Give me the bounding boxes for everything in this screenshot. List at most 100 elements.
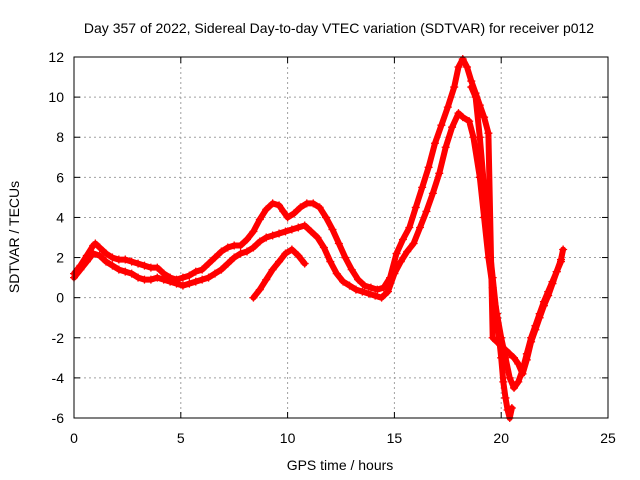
data-point: [443, 103, 452, 112]
data-point: [514, 377, 523, 386]
data-point: [322, 213, 331, 222]
data-point: [127, 269, 136, 278]
data-point: [82, 257, 91, 266]
data-point: [236, 249, 245, 258]
data-point: [281, 249, 290, 258]
data-point: [510, 383, 519, 392]
data-point: [475, 133, 484, 142]
data-point: [300, 259, 309, 268]
data-point: [548, 277, 557, 286]
data-point: [364, 289, 373, 298]
data-point: [166, 277, 175, 286]
y-tick-label: -6: [52, 410, 65, 426]
data-point: [290, 209, 299, 218]
data-point: [262, 275, 271, 284]
series-line: [250, 246, 308, 301]
data-point: [403, 247, 412, 256]
data-point: [134, 259, 143, 268]
x-tick-label: 10: [280, 430, 296, 446]
data-point: [471, 93, 480, 102]
data-point: [191, 277, 200, 286]
data-point: [204, 273, 213, 282]
x-tick-label: 0: [70, 430, 78, 446]
data-point: [371, 291, 380, 300]
data-point: [416, 223, 425, 232]
data-point: [552, 267, 561, 276]
data-point: [249, 243, 258, 252]
data-point: [283, 213, 292, 222]
data-point: [465, 117, 474, 126]
chart-title: Day 357 of 2022, Sidereal Day-to-day VTE…: [84, 20, 594, 36]
data-point: [398, 235, 407, 244]
data-point: [430, 139, 439, 148]
data-point: [499, 377, 508, 386]
data-point: [210, 253, 219, 262]
data-point: [334, 239, 343, 248]
data-point: [223, 259, 232, 268]
data-point: [339, 277, 348, 286]
y-tick-label: -2: [52, 330, 65, 346]
data-point: [185, 271, 194, 280]
data-point: [275, 229, 284, 238]
data-point: [377, 293, 386, 302]
series-1: [70, 55, 568, 378]
data-point: [255, 215, 264, 224]
data-point: [121, 255, 130, 264]
y-tick-label: 6: [56, 169, 64, 185]
data-point: [178, 281, 187, 290]
data-point: [268, 199, 277, 208]
data-point: [108, 261, 117, 270]
data-point: [134, 273, 143, 282]
data-point: [210, 269, 219, 278]
y-axis-label: SDTVAR / TECUs: [6, 181, 22, 293]
data-point: [159, 275, 168, 284]
data-point: [392, 249, 401, 258]
data-point: [354, 275, 363, 284]
data-point: [497, 353, 506, 362]
data-point: [448, 123, 457, 132]
data-point: [405, 223, 414, 232]
y-tick-label: 0: [56, 290, 64, 306]
data-point: [557, 257, 566, 266]
x-tick-label: 15: [387, 430, 403, 446]
x-tick-label: 20: [493, 430, 509, 446]
data-point: [275, 201, 284, 210]
data-point: [230, 253, 239, 262]
series-line: [71, 56, 567, 377]
data-point: [287, 245, 296, 254]
data-point: [535, 309, 544, 318]
data-point: [366, 283, 375, 292]
axis-ticks: 0 5 10 15 20 25 -6 -4 -2 0 2 4 6 8 10 12: [48, 49, 616, 446]
data-point: [287, 225, 296, 234]
data-point: [435, 169, 444, 178]
plot-area: [70, 55, 568, 422]
data-point: [488, 333, 497, 342]
data-point: [127, 257, 136, 266]
data-point: [178, 273, 187, 282]
data-point: [332, 269, 341, 278]
data-point: [268, 231, 277, 240]
data-point: [411, 203, 420, 212]
data-point: [409, 239, 418, 248]
data-point: [458, 55, 467, 64]
data-point: [153, 273, 162, 282]
data-point: [510, 353, 519, 362]
data-point: [347, 265, 356, 274]
data-point: [514, 359, 523, 368]
data-point: [501, 393, 510, 402]
data-point: [185, 279, 194, 288]
data-point: [102, 257, 111, 266]
data-point: [307, 227, 316, 236]
data-point: [492, 313, 501, 322]
data-point: [480, 183, 489, 192]
data-point: [198, 265, 207, 274]
data-point: [396, 257, 405, 266]
data-point: [114, 265, 123, 274]
data-point: [262, 233, 271, 242]
data-point: [300, 221, 309, 230]
data-point: [76, 265, 85, 274]
x-tick-label: 25: [600, 430, 616, 446]
data-point: [268, 265, 277, 274]
data-point: [326, 257, 335, 266]
